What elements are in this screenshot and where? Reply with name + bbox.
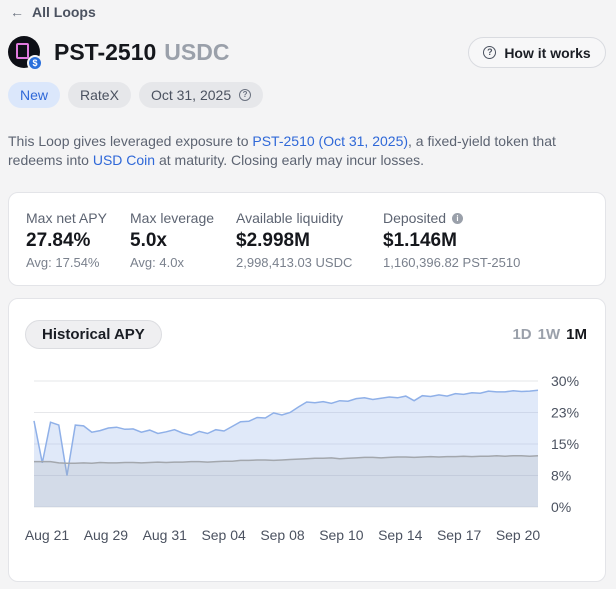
x-tick-label: Sep 08 bbox=[260, 527, 305, 543]
page-subtitle: USDC bbox=[164, 38, 230, 65]
apy-series-max-area bbox=[34, 390, 538, 507]
y-tick-label: 8% bbox=[551, 468, 571, 484]
range-1w[interactable]: 1W bbox=[537, 326, 561, 343]
x-tick-label: Sep 17 bbox=[437, 527, 482, 543]
tag-new: New bbox=[8, 82, 61, 108]
tag-protocol-label: RateX bbox=[80, 87, 119, 103]
apy-chart-card: Historical APY 1D 1W 1M 30% 23% 15% 8% 0% Aug… bbox=[8, 298, 606, 582]
chart-title: Historical APY bbox=[25, 320, 162, 349]
apy-chart[interactable]: 30% 23% 15% 8% 0% Aug 21 Aug 29 Aug 31 Sep 04 Sep… bbox=[9, 299, 607, 583]
stat-label: Max net APY bbox=[26, 210, 107, 226]
usdc-link[interactable]: USD Coin bbox=[92, 152, 156, 168]
stat-value: $1.146M bbox=[383, 230, 457, 251]
desc-text-2: , a fixed-yield token that redeems into bbox=[8, 133, 556, 168]
tag-new-label: New bbox=[20, 87, 49, 103]
tag-maturity[interactable]: Oct 31, 2025 ? bbox=[138, 82, 264, 108]
stats-card: Max net APY 27.84% Avg: 17.54% Max lever… bbox=[8, 192, 606, 286]
stat-sub: 1,160,396.82 PST-2510 bbox=[383, 255, 521, 270]
stat-sub: 2,998,413.03 USDC bbox=[236, 255, 353, 270]
stat-label: Max leverage bbox=[130, 210, 215, 226]
question-circle-icon: ? bbox=[483, 46, 497, 59]
x-tick-label: Sep 10 bbox=[319, 527, 364, 543]
range-selector: 1D 1W 1M bbox=[512, 326, 587, 343]
info-icon[interactable]: i bbox=[452, 212, 464, 224]
x-tick-label: Sep 04 bbox=[201, 527, 246, 543]
stat-value: $2.998M bbox=[236, 230, 310, 251]
token-logo-icon: $ bbox=[8, 36, 43, 71]
apy-series-max-line bbox=[33, 389, 539, 476]
range-1d[interactable]: 1D bbox=[512, 326, 532, 343]
apy-series-avg-area bbox=[34, 455, 538, 507]
stat-label-text: Deposited bbox=[383, 210, 447, 226]
y-tick-label: 0% bbox=[551, 499, 571, 515]
arrow-left-icon: ← bbox=[10, 4, 24, 20]
stat-label: Available liquidity bbox=[236, 210, 344, 226]
y-tick-label: 15% bbox=[551, 436, 579, 452]
x-tick-label: Sep 14 bbox=[378, 527, 423, 543]
stat-max-net-apy: Max net APY 27.84% Avg: 17.54% bbox=[26, 210, 107, 270]
tag-protocol[interactable]: RateX bbox=[68, 82, 131, 108]
desc-text-3: at maturity. Closing early may incur los… bbox=[155, 152, 425, 168]
loop-description: This Loop gives leveraged exposure to PS… bbox=[8, 132, 608, 170]
question-circle-icon[interactable]: ? bbox=[239, 89, 252, 101]
how-it-works-button[interactable]: ? How it works bbox=[468, 37, 606, 68]
stat-deposited: Deposited i $1.146M 1,160,396.82 PST-251… bbox=[383, 210, 520, 270]
apy-series-avg-line bbox=[34, 455, 539, 465]
token-link[interactable]: PST-2510 (Oct 31, 2025) bbox=[252, 133, 409, 149]
x-tick-label: Aug 31 bbox=[143, 527, 188, 543]
x-tick-label: Aug 29 bbox=[84, 527, 129, 543]
tag-list: New RateX Oct 31, 2025 ? bbox=[8, 82, 264, 108]
stat-label: Deposited i bbox=[383, 210, 520, 226]
back-link[interactable]: ← All Loops bbox=[10, 4, 96, 20]
page-header: $ PST-2510 USDC bbox=[8, 36, 230, 71]
y-tick-label: 23% bbox=[551, 405, 579, 421]
desc-text-1: This Loop gives leveraged exposure to bbox=[8, 133, 253, 149]
stat-available-liquidity: Available liquidity $2.998M 2,998,413.03… bbox=[236, 210, 352, 270]
stat-sub: Avg: 4.0x bbox=[130, 255, 184, 270]
stat-value: 27.84% bbox=[26, 230, 91, 251]
page-title: PST-2510 bbox=[54, 38, 157, 65]
stat-max-leverage: Max leverage 5.0x Avg: 4.0x bbox=[130, 210, 214, 270]
x-tick-label: Sep 20 bbox=[496, 527, 541, 543]
y-tick-label: 30% bbox=[551, 373, 579, 389]
range-1m[interactable]: 1M bbox=[566, 326, 587, 343]
tag-maturity-label: Oct 31, 2025 bbox=[150, 87, 232, 103]
stat-sub: Avg: 17.54% bbox=[26, 255, 100, 270]
x-tick-label: Aug 21 bbox=[25, 527, 70, 543]
back-link-label: All Loops bbox=[32, 4, 96, 20]
stat-value: 5.0x bbox=[130, 230, 167, 251]
how-it-works-label: How it works bbox=[504, 44, 591, 61]
